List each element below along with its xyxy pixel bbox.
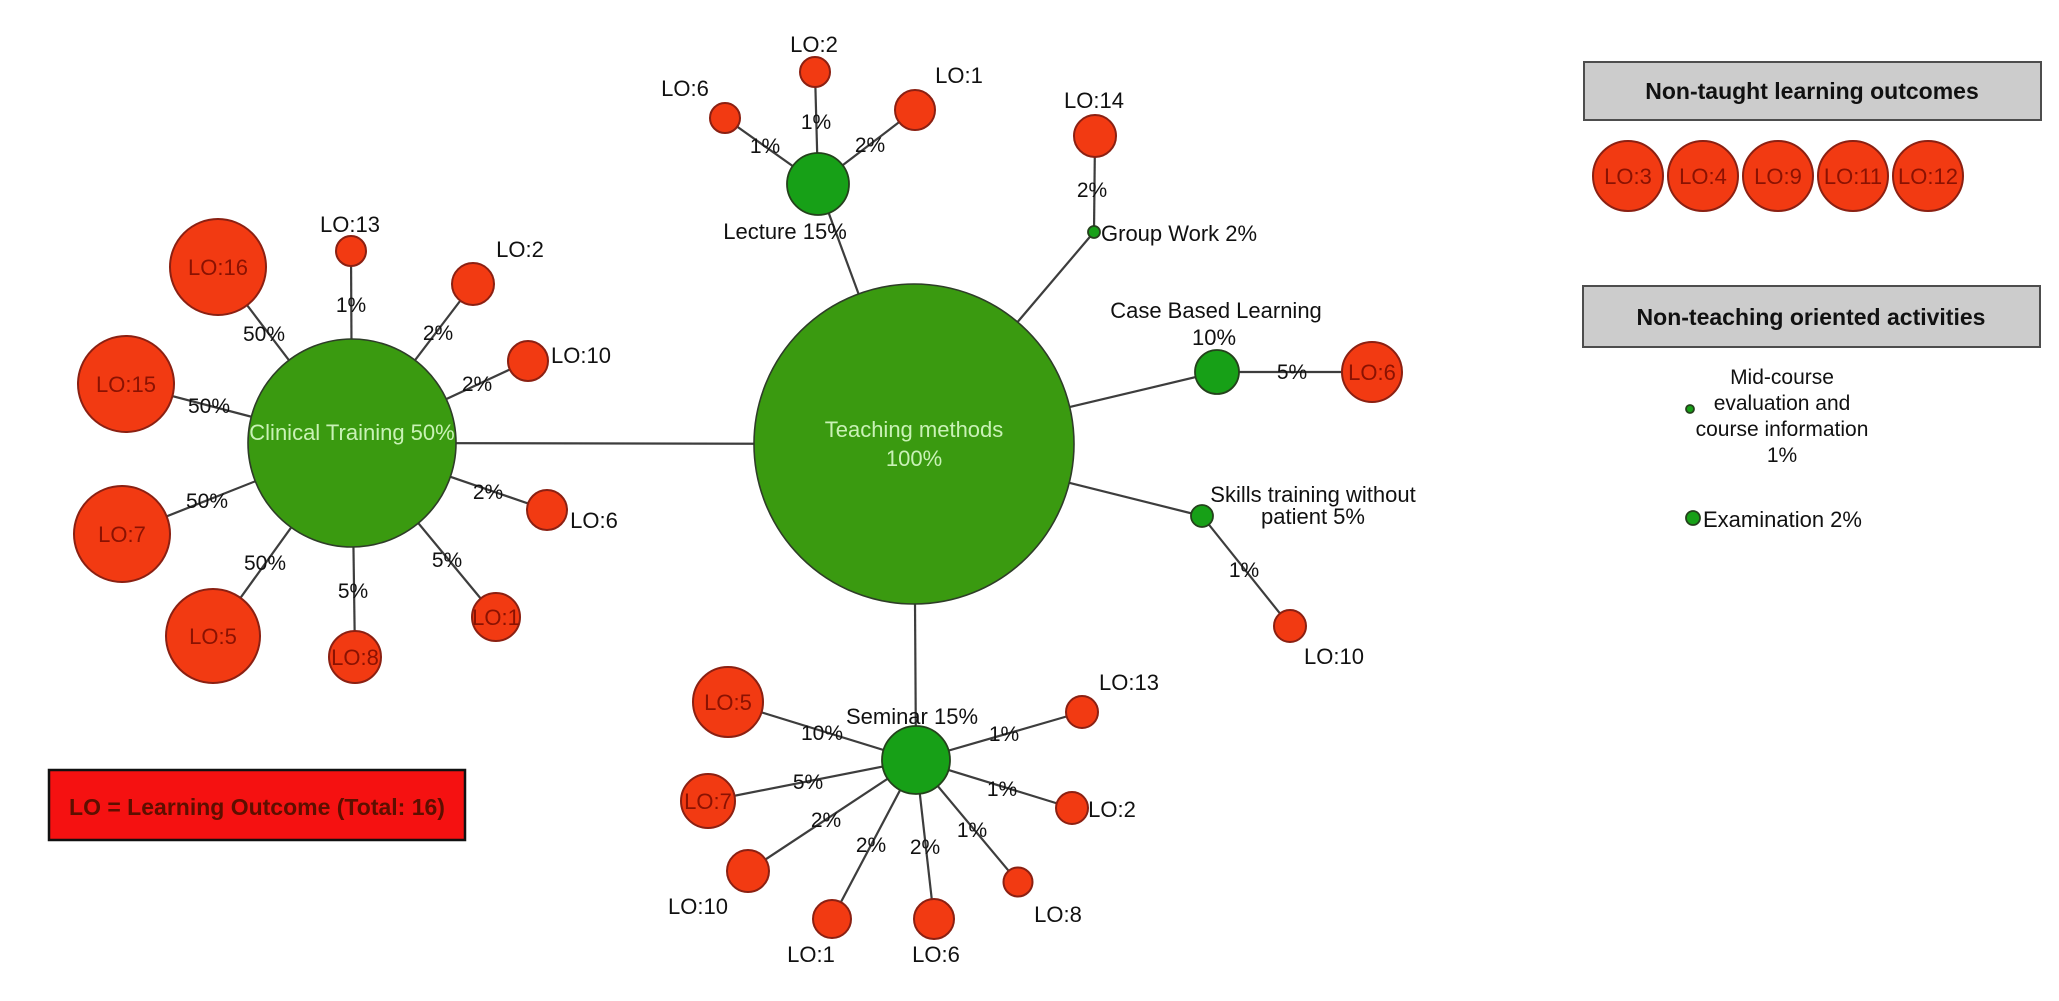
svg-text:2%: 2% xyxy=(1077,179,1107,202)
svg-text:1%: 1% xyxy=(801,111,831,134)
svg-text:LO:10: LO:10 xyxy=(551,343,611,368)
svg-text:10%: 10% xyxy=(1192,325,1236,350)
svg-text:LO:1: LO:1 xyxy=(935,63,983,88)
svg-text:1%: 1% xyxy=(957,819,987,842)
svg-text:5%: 5% xyxy=(1277,361,1307,384)
svg-text:1%: 1% xyxy=(750,135,780,158)
svg-text:50%: 50% xyxy=(244,552,286,575)
svg-text:LO:2: LO:2 xyxy=(496,237,544,262)
svg-text:Non-teaching oriented activiti: Non-teaching oriented activities xyxy=(1637,304,1986,330)
svg-text:LO:6: LO:6 xyxy=(570,508,618,533)
svg-text:LO:6: LO:6 xyxy=(661,76,709,101)
svg-text:Lecture 15%: Lecture 15% xyxy=(723,219,847,244)
svg-text:2%: 2% xyxy=(856,834,886,857)
svg-text:LO:8: LO:8 xyxy=(1034,902,1082,927)
svg-text:1%: 1% xyxy=(336,294,366,317)
svg-text:2%: 2% xyxy=(462,373,492,396)
svg-text:Skills training without: Skills training without xyxy=(1210,482,1415,507)
svg-text:patient 5%: patient 5% xyxy=(1261,504,1365,529)
svg-text:LO:6: LO:6 xyxy=(912,942,960,967)
svg-text:LO:5: LO:5 xyxy=(189,624,237,649)
svg-text:LO:5: LO:5 xyxy=(704,690,752,715)
svg-text:Group Work 2%: Group Work 2% xyxy=(1101,221,1257,246)
svg-text:LO:11: LO:11 xyxy=(1824,164,1882,189)
svg-text:LO:13: LO:13 xyxy=(320,212,380,237)
svg-text:Clinical Training 50%: Clinical Training 50% xyxy=(249,420,454,445)
svg-text:1%: 1% xyxy=(989,723,1019,746)
svg-text:1%: 1% xyxy=(1767,444,1797,467)
svg-text:LO:7: LO:7 xyxy=(98,522,146,547)
svg-text:LO = Learning Outcome (Total:: LO = Learning Outcome (Total: 16) xyxy=(69,794,445,820)
svg-text:2%: 2% xyxy=(423,322,453,345)
svg-text:LO:1: LO:1 xyxy=(472,605,520,630)
svg-text:LO:10: LO:10 xyxy=(668,894,728,919)
svg-text:10%: 10% xyxy=(801,722,843,745)
svg-text:Case Based Learning: Case Based Learning xyxy=(1110,298,1322,323)
svg-text:LO:12: LO:12 xyxy=(1898,164,1958,189)
svg-text:LO:14: LO:14 xyxy=(1064,88,1124,113)
svg-text:5%: 5% xyxy=(338,580,368,603)
svg-text:LO:7: LO:7 xyxy=(684,789,732,814)
svg-text:2%: 2% xyxy=(910,836,940,859)
svg-text:1%: 1% xyxy=(1229,559,1259,582)
svg-text:LO:2: LO:2 xyxy=(1088,797,1136,822)
svg-text:LO:1: LO:1 xyxy=(787,942,835,967)
svg-text:2%: 2% xyxy=(473,481,503,504)
svg-text:LO:2: LO:2 xyxy=(790,32,838,57)
svg-text:5%: 5% xyxy=(793,771,823,794)
svg-text:LO:8: LO:8 xyxy=(331,645,379,670)
svg-text:LO:10: LO:10 xyxy=(1304,644,1364,669)
svg-text:LO:6: LO:6 xyxy=(1348,360,1396,385)
svg-text:Seminar 15%: Seminar 15% xyxy=(846,704,978,729)
svg-text:Teaching methods: Teaching methods xyxy=(825,417,1004,442)
svg-text:Examination 2%: Examination 2% xyxy=(1703,507,1862,532)
svg-text:LO:9: LO:9 xyxy=(1754,164,1802,189)
svg-text:LO:4: LO:4 xyxy=(1679,164,1727,189)
svg-text:LO:13: LO:13 xyxy=(1099,670,1159,695)
svg-text:LO:15: LO:15 xyxy=(96,372,156,397)
svg-text:LO:16: LO:16 xyxy=(188,255,248,280)
svg-text:course information: course information xyxy=(1696,418,1869,441)
svg-text:50%: 50% xyxy=(186,490,228,513)
svg-text:100%: 100% xyxy=(886,446,942,471)
svg-text:50%: 50% xyxy=(188,395,230,418)
svg-text:50%: 50% xyxy=(243,323,285,346)
svg-text:1%: 1% xyxy=(987,778,1017,801)
svg-text:5%: 5% xyxy=(432,549,462,572)
svg-text:2%: 2% xyxy=(811,809,841,832)
svg-text:LO:3: LO:3 xyxy=(1604,164,1652,189)
svg-text:Mid-course: Mid-course xyxy=(1730,366,1834,389)
svg-text:2%: 2% xyxy=(855,134,885,157)
svg-text:Non-taught learning outcomes: Non-taught learning outcomes xyxy=(1645,78,1979,104)
svg-text:evaluation and: evaluation and xyxy=(1714,392,1851,415)
